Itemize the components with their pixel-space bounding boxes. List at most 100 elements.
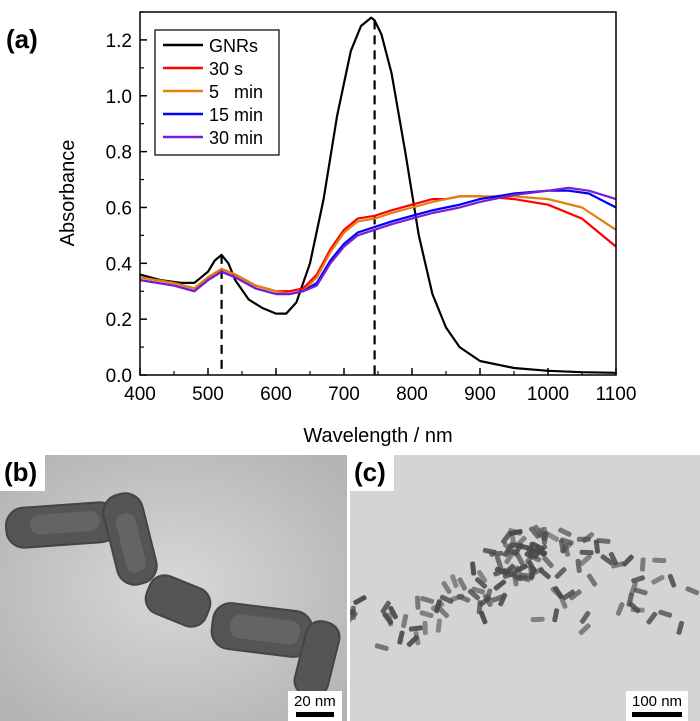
x-axis-label: Wavelength / nm bbox=[303, 425, 452, 447]
y-tick-label: 0.6 bbox=[106, 198, 132, 219]
y-tick-label: 0.4 bbox=[106, 254, 133, 275]
panel-b-label: (b) bbox=[0, 455, 46, 491]
nanorod bbox=[658, 609, 673, 618]
nanorod bbox=[545, 531, 559, 542]
nanorod bbox=[508, 528, 523, 536]
absorbance-chart: (a) 400 500 600 700 800 900 1000 1100 0.0 0.2 0.4… bbox=[6, 11, 637, 447]
nanorod bbox=[495, 555, 504, 570]
nanorod bbox=[503, 563, 515, 576]
nanorod bbox=[685, 586, 700, 596]
nanorod bbox=[646, 611, 658, 625]
nanorod bbox=[457, 577, 468, 591]
x-tick-label: 1100 bbox=[596, 384, 637, 405]
x-tick-label: 400 bbox=[124, 384, 156, 405]
nanorod bbox=[552, 608, 560, 623]
scale-bar-b-text: 20 nm bbox=[294, 693, 336, 710]
tem-image-b: (b) 20 nm bbox=[0, 455, 347, 721]
y-tick-label: 1.0 bbox=[106, 87, 132, 108]
nanorod bbox=[509, 542, 524, 549]
panel-a-label: (a) bbox=[6, 24, 38, 54]
nanorod bbox=[420, 596, 435, 604]
scale-bar-c: 100 nm bbox=[626, 691, 689, 721]
scale-bar-c-line bbox=[632, 712, 683, 717]
nanorod bbox=[502, 542, 515, 554]
nanorod bbox=[633, 587, 648, 596]
legend-label-1: GNRs bbox=[209, 36, 258, 56]
y-tick-label: 0.0 bbox=[106, 366, 132, 387]
nanorod bbox=[401, 614, 409, 629]
legend-label-2: 30 s bbox=[209, 59, 243, 79]
nanorod bbox=[437, 606, 450, 619]
nanorod bbox=[576, 536, 591, 542]
tem-micrograph-c bbox=[350, 455, 700, 721]
nanorod bbox=[579, 611, 591, 624]
legend-label-4: 15 min bbox=[209, 105, 263, 125]
nanorod bbox=[516, 574, 531, 583]
nanorod bbox=[498, 592, 508, 607]
nanorod bbox=[528, 541, 535, 556]
nanorod bbox=[530, 616, 545, 623]
nanorod bbox=[474, 577, 488, 589]
nanorod bbox=[608, 551, 619, 566]
nanorod bbox=[629, 581, 638, 596]
nanorod bbox=[579, 549, 594, 556]
nanorod bbox=[476, 600, 483, 615]
nanorod bbox=[502, 570, 517, 579]
x-tick-label: 800 bbox=[396, 384, 428, 405]
nanorod bbox=[558, 527, 572, 537]
nanorod bbox=[538, 527, 547, 542]
nanorod bbox=[493, 579, 507, 591]
nanorod bbox=[413, 631, 421, 646]
nanorod bbox=[639, 557, 646, 572]
legend-label-5: 30 min bbox=[209, 128, 263, 148]
nanorod bbox=[562, 589, 576, 601]
nanorod bbox=[586, 573, 598, 587]
scale-bar-b: 20 nm bbox=[288, 691, 342, 721]
nanorod bbox=[542, 555, 554, 569]
series-line-5 bbox=[139, 186, 617, 296]
nanorod bbox=[382, 612, 394, 625]
nanorod bbox=[435, 618, 442, 633]
nanorod bbox=[439, 594, 454, 604]
nanorod bbox=[529, 526, 541, 539]
nanorod bbox=[667, 573, 677, 588]
x-tick-label: 700 bbox=[328, 384, 360, 405]
nanorod bbox=[651, 574, 665, 585]
nanorod bbox=[504, 551, 515, 565]
y-tick-label: 0.2 bbox=[106, 310, 132, 331]
nanorod bbox=[482, 593, 493, 608]
nanorod bbox=[470, 561, 477, 576]
nanorod bbox=[501, 531, 512, 544]
x-tick-label: 1000 bbox=[527, 384, 569, 405]
x-tick-label: 600 bbox=[260, 384, 292, 405]
nanorod bbox=[622, 554, 634, 567]
nanorod bbox=[631, 575, 646, 584]
nanorod bbox=[578, 623, 591, 635]
nanorod bbox=[558, 595, 568, 609]
nanorod bbox=[408, 625, 423, 632]
nanorod bbox=[353, 595, 367, 605]
nanorod bbox=[482, 547, 497, 555]
nanorod bbox=[615, 602, 625, 616]
nanorod bbox=[467, 588, 481, 601]
y-axis-label: Absorbance bbox=[57, 140, 79, 247]
nanorod bbox=[434, 599, 442, 614]
nanorod bbox=[514, 563, 528, 573]
nanorod bbox=[350, 605, 356, 620]
nanorod bbox=[593, 539, 601, 554]
nanorod bbox=[515, 552, 525, 566]
tem-image-c: (c) 100 nm bbox=[350, 455, 700, 721]
nanorod bbox=[611, 561, 626, 569]
nanorod bbox=[450, 574, 459, 589]
y-tick-label: 1.2 bbox=[106, 31, 132, 52]
nanorod bbox=[530, 566, 544, 577]
nanorod bbox=[626, 592, 634, 607]
nanorod bbox=[422, 620, 428, 636]
nanorod bbox=[397, 630, 405, 645]
nanorod bbox=[415, 595, 421, 610]
x-tick-label: 900 bbox=[464, 384, 496, 405]
series-line-3 bbox=[139, 195, 617, 296]
nanorod bbox=[388, 605, 398, 620]
scale-bar-b-line bbox=[295, 712, 334, 717]
y-axis: 0.0 0.2 0.4 0.6 0.8 1.0 1.2 bbox=[106, 11, 147, 387]
